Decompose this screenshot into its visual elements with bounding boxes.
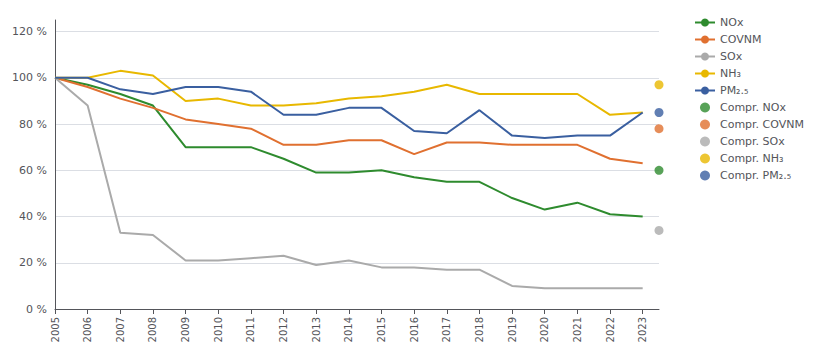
svg-text:2009: 2009: [180, 317, 191, 342]
svg-text:2019: 2019: [507, 317, 518, 342]
svg-text:2006: 2006: [82, 317, 93, 342]
svg-text:2014: 2014: [343, 317, 354, 342]
svg-text:Compr. NOx: Compr. NOx: [720, 101, 787, 114]
svg-text:0 %: 0 %: [26, 303, 47, 316]
svg-text:SOx: SOx: [720, 50, 743, 63]
svg-text:NOx: NOx: [720, 16, 744, 29]
svg-text:120 %: 120 %: [12, 25, 47, 38]
svg-text:Compr. PM₂.₅: Compr. PM₂.₅: [720, 169, 791, 182]
svg-text:80 %: 80 %: [19, 118, 47, 131]
svg-text:2018: 2018: [474, 317, 485, 342]
svg-text:2005: 2005: [50, 317, 61, 342]
svg-text:NH₃: NH₃: [720, 67, 741, 80]
svg-text:Compr. COVNM: Compr. COVNM: [720, 118, 804, 131]
svg-text:2011: 2011: [245, 317, 256, 342]
svg-text:2020: 2020: [539, 317, 550, 342]
svg-text:2016: 2016: [409, 317, 420, 342]
svg-text:60 %: 60 %: [19, 164, 47, 177]
svg-text:Compr. SOx: Compr. SOx: [720, 135, 785, 148]
svg-text:100 %: 100 %: [12, 71, 47, 84]
svg-text:2022: 2022: [605, 317, 616, 342]
svg-text:40 %: 40 %: [19, 210, 47, 223]
svg-text:2010: 2010: [213, 317, 224, 342]
svg-text:2021: 2021: [572, 317, 583, 342]
svg-text:20 %: 20 %: [19, 256, 47, 269]
svg-text:PM₂.₅: PM₂.₅: [720, 84, 748, 97]
svg-text:2023: 2023: [637, 317, 648, 342]
svg-text:Compr. NH₃: Compr. NH₃: [720, 152, 784, 165]
svg-text:2007: 2007: [115, 317, 126, 342]
svg-text:2008: 2008: [147, 317, 158, 342]
svg-text:2015: 2015: [376, 317, 387, 342]
svg-text:2013: 2013: [311, 317, 322, 342]
svg-text:COVNM: COVNM: [720, 33, 761, 46]
svg-text:2017: 2017: [441, 317, 452, 342]
svg-text:2012: 2012: [278, 317, 289, 342]
